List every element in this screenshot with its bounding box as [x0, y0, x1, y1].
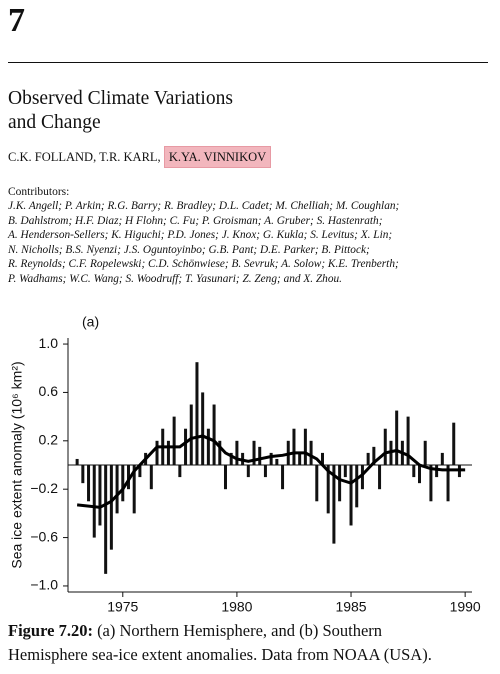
- bar: [315, 465, 319, 502]
- chapter-number: 7: [8, 2, 25, 39]
- bar: [395, 410, 399, 465]
- bar: [149, 465, 153, 490]
- bar: [229, 452, 233, 465]
- bar: [75, 458, 79, 465]
- bar: [355, 465, 359, 508]
- bar: [360, 465, 364, 490]
- rule: [8, 62, 488, 63]
- contributors-heading: Contributors:: [8, 186, 70, 198]
- x-tick-label: 1980: [221, 599, 252, 615]
- bar: [332, 465, 336, 544]
- bar: [223, 465, 227, 490]
- bar: [303, 428, 307, 465]
- bar: [252, 440, 256, 465]
- bar: [121, 465, 125, 502]
- caption-text: (a) Northern Hemisphere, and (b) Souther…: [92, 621, 383, 640]
- bar: [126, 465, 130, 490]
- bar: [138, 465, 142, 478]
- bar: [326, 465, 330, 514]
- bar: [263, 465, 267, 478]
- y-tick-label: −0.6: [30, 528, 58, 544]
- title-line: Observed Climate Variations: [8, 88, 233, 109]
- y-tick-label: 0.2: [39, 432, 59, 448]
- bar: [269, 452, 273, 465]
- bar: [406, 416, 410, 465]
- trend-line: [76, 434, 466, 509]
- bar: [235, 440, 239, 465]
- contributor-line: B. Dahlstrom; H.F. Diaz; H Flohn; C. Fu;…: [8, 214, 383, 227]
- bar: [372, 446, 376, 465]
- bar: [166, 440, 170, 465]
- contributor-line: N. Nicholls; B.S. Nyenzi; J.S. Oguntoyin…: [8, 243, 370, 256]
- bar: [320, 452, 324, 465]
- panel-label: (a): [82, 314, 99, 330]
- contributor-line: R. Reynolds; C.F. Ropelewski; C.D. Schön…: [8, 258, 399, 271]
- bar: [81, 465, 85, 484]
- caption-label: Figure 7.20:: [8, 621, 93, 640]
- y-tick-label: 1.0: [39, 335, 59, 351]
- bar: [155, 440, 159, 465]
- author: C.K. FOLLAND,: [8, 150, 97, 164]
- bar: [246, 465, 250, 478]
- bar: [201, 392, 205, 465]
- bar: [206, 428, 210, 465]
- bar: [378, 465, 382, 490]
- bar: [109, 465, 113, 550]
- y-tick-label: −1.0: [30, 577, 58, 593]
- bar: [92, 465, 96, 538]
- bar: [87, 465, 91, 502]
- bar: [184, 428, 188, 465]
- bar: [132, 465, 136, 514]
- x-tick-label: 1975: [107, 599, 138, 615]
- bar: [258, 446, 262, 465]
- bar: [292, 428, 296, 465]
- bar: [383, 428, 387, 465]
- bar: [435, 465, 439, 478]
- bar: [98, 465, 102, 526]
- bar: [195, 362, 199, 465]
- bar: [440, 452, 444, 465]
- caption-line: Hemisphere sea-ice extent anomalies. Dat…: [8, 645, 432, 664]
- bar: [309, 440, 313, 465]
- bar: [412, 465, 416, 478]
- bar: [275, 458, 279, 465]
- contributor-line: P. Wadhams; W.C. Wang; S. Woodruff; T. Y…: [8, 273, 342, 285]
- author: T.R. KARL,: [99, 150, 161, 164]
- x-tick-label: 1985: [335, 599, 366, 615]
- bar: [349, 465, 353, 526]
- y-tick-label: −0.2: [30, 480, 58, 496]
- bar: [343, 465, 347, 478]
- bar: [452, 422, 456, 465]
- bar: [178, 465, 182, 478]
- bar: [298, 452, 302, 465]
- bar: [366, 452, 370, 465]
- bar: [281, 465, 285, 490]
- contributor-line: A. Henderson-Sellers; K. Higuchi; P.D. J…: [8, 229, 393, 242]
- bar: [115, 465, 119, 514]
- bar: [338, 465, 342, 502]
- bar: [218, 440, 222, 465]
- contributor-line: J.K. Angell; P. Arkin; R.G. Barry; R. Br…: [8, 200, 400, 212]
- bar: [212, 404, 216, 465]
- bar: [189, 404, 193, 465]
- author-highlighted: K.YA. VINNIKOV: [163, 146, 272, 168]
- x-tick-label: 1990: [450, 599, 481, 615]
- title-line: and Change: [8, 112, 101, 133]
- bar: [429, 465, 433, 502]
- y-axis-label: Sea ice extent anomaly (10⁶ km²): [9, 361, 25, 568]
- authors: C.K. FOLLAND, T.R. KARL, K.YA. VINNIKOV: [8, 146, 272, 168]
- caption-line: Figure 7.20: (a) Northern Hemisphere, an…: [8, 621, 382, 641]
- bar: [423, 440, 427, 465]
- bar: [172, 416, 176, 465]
- bar: [104, 465, 108, 574]
- bar: [418, 465, 422, 484]
- bar: [446, 465, 450, 502]
- y-tick-label: 0.6: [39, 383, 59, 399]
